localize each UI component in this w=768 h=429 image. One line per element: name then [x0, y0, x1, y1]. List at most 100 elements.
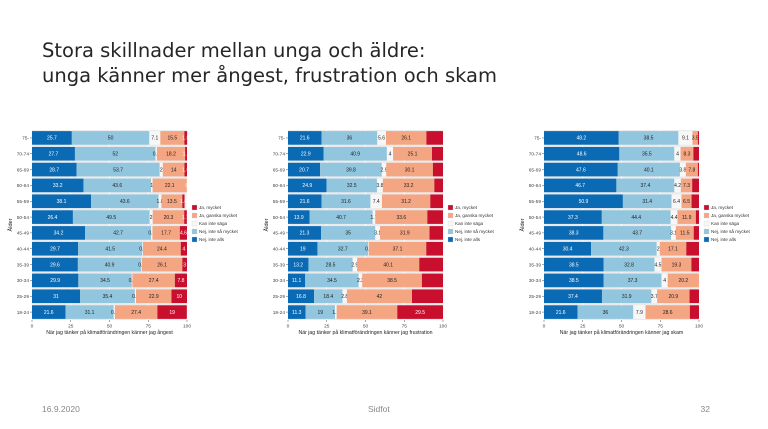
data-label: 9.1 — [682, 136, 689, 142]
y-tick-label: 35-39 — [273, 262, 286, 268]
data-label: 33.6 — [396, 215, 406, 221]
data-label: 43.6 — [112, 183, 122, 189]
bar-segment-ja-ganska — [657, 289, 690, 304]
y-tick-label: 25-29 — [17, 294, 30, 300]
legend-label: Ja, mycket — [199, 205, 222, 210]
bar-segment-kan-inte — [358, 273, 363, 288]
data-label: 1.8 — [182, 136, 189, 142]
data-label: 0.4 — [365, 247, 372, 253]
legend-key — [191, 228, 198, 235]
bar-segment-nej-inte-alls — [288, 305, 306, 319]
x-tick-label: 50 — [363, 324, 369, 330]
bar-segment-ja-mycket — [184, 210, 187, 224]
bar-segment-nej-inte-sa — [616, 178, 675, 193]
data-label: 14 — [171, 167, 177, 173]
bar-segment-kan-inte — [375, 226, 381, 240]
data-label: 31 — [53, 294, 59, 300]
data-label: 1.2 — [183, 152, 190, 158]
data-label: 21.6 — [300, 136, 310, 142]
data-label: 13.9 — [294, 215, 304, 221]
x-tick-label: 100 — [695, 324, 703, 330]
data-label: 38.3 — [569, 231, 579, 237]
bar-segment-ja-mycket — [171, 289, 187, 304]
bar-segment-ja-ganska — [667, 273, 699, 288]
data-label: 1.1 — [332, 310, 339, 316]
chart-svg: 21.6 36 5.6 26.1 75- 22.9 40.9 4 25.1 70-74 20.7 39… — [263, 130, 495, 336]
bar-segment-nej-inte-sa — [618, 131, 679, 145]
y-tick-label: 25-29 — [529, 294, 542, 300]
data-label: 37.4 — [568, 294, 578, 300]
data-label: 15.5 — [167, 136, 177, 142]
bar-segment-ja-ganska — [692, 131, 698, 145]
data-label: 2 — [657, 247, 660, 253]
bar-segment-ja-mycket — [412, 289, 443, 304]
bar-segment-nej-inte-alls — [544, 178, 617, 193]
data-label: 38.1 — [57, 199, 67, 205]
data-label: 29.5 — [415, 310, 425, 316]
chart-frustration: 21.6 36 5.6 26.1 75- 22.9 40.9 4 25.1 70-74 20.7 39… — [256, 125, 496, 340]
legend-key — [191, 212, 198, 219]
data-label: 4.5 — [655, 262, 662, 268]
data-label: 19.3 — [672, 262, 682, 268]
bar-segment-kan-inte — [134, 289, 137, 304]
bar-segment-ja-mycket — [429, 226, 443, 240]
x-tick-label: 75 — [658, 324, 664, 330]
data-label: 33.2 — [53, 183, 63, 189]
y-tick-label: 75- — [278, 136, 285, 142]
bar-segment-nej-inte-sa — [78, 241, 143, 256]
data-label: 0.4 — [129, 278, 136, 284]
bar-segment-nej-inte-sa — [601, 289, 652, 304]
legend-label: Nej, inte alls — [199, 237, 225, 242]
bar-segment-nej-inte-alls — [544, 241, 592, 256]
data-label: 36 — [603, 310, 609, 316]
bar-segment-nej-inte-sa — [617, 162, 680, 177]
y-tick-label: 70-74 — [17, 152, 30, 158]
bar-segment-ja-ganska — [680, 146, 694, 161]
data-label: 30.1 — [405, 167, 415, 173]
legend-key — [703, 236, 710, 243]
data-label: 42.7 — [113, 231, 123, 237]
bar-segment-kan-inte — [334, 305, 337, 319]
bar-segment-nej-inte-alls — [544, 305, 578, 319]
data-label: 0.4 — [138, 262, 145, 268]
data-label: 11.3 — [292, 310, 302, 316]
bar-segment-ja-ganska — [675, 226, 694, 240]
data-label: 0 — [185, 183, 188, 189]
y-tick-label: 25-29 — [273, 294, 286, 300]
data-label: 27.4 — [131, 310, 141, 316]
data-label: 18.4 — [323, 294, 333, 300]
data-label: 4 — [676, 152, 679, 158]
bar-segment-ja-mycket — [434, 178, 443, 193]
data-label: 6.5 — [683, 199, 690, 205]
data-label: 13.5 — [167, 199, 177, 205]
bar-segment-ja-mycket — [179, 226, 187, 240]
data-label: 24.9 — [302, 183, 312, 189]
bar-segment-ja-ganska — [385, 131, 427, 145]
y-tick-label: 30-34 — [529, 278, 542, 284]
data-label: 20.7 — [299, 167, 309, 173]
data-label: 0.4 — [139, 247, 146, 253]
bar-segment-nej-inte-sa — [314, 289, 343, 304]
bar-segment-ja-ganska — [661, 257, 692, 272]
bar-segment-nej-inte-alls — [32, 162, 77, 177]
bar-segment-ja-ganska — [162, 162, 185, 177]
legend-key — [447, 204, 454, 211]
bar-segment-ja-ganska — [375, 210, 428, 224]
bar-segment-nej-inte-sa — [321, 194, 371, 209]
bar-segment-ja-ganska — [677, 210, 696, 224]
x-axis-title: När jag tänker på klimatförändringen kän… — [46, 329, 173, 336]
data-label: 33.2 — [404, 183, 414, 189]
bar-segment-ja-mycket — [431, 146, 443, 161]
bar-segment-kan-inte — [671, 194, 682, 209]
y-tick-label: 60-64 — [17, 183, 30, 189]
bar-segment-ja-mycket — [692, 178, 699, 193]
bar-segment-kan-inte — [656, 241, 660, 256]
bar-segment-ja-ganska — [393, 146, 432, 161]
bar-segment-ja-ganska — [357, 257, 420, 272]
bar-segment-ja-mycket — [185, 146, 187, 161]
bar-segment-ja-ganska — [136, 289, 172, 304]
data-label: 13.2 — [293, 262, 303, 268]
bar-segment-ja-mycket — [426, 241, 443, 256]
legend-label: Nej, inte så mycket — [711, 228, 751, 234]
bar-segment-ja-ganska — [386, 162, 433, 177]
